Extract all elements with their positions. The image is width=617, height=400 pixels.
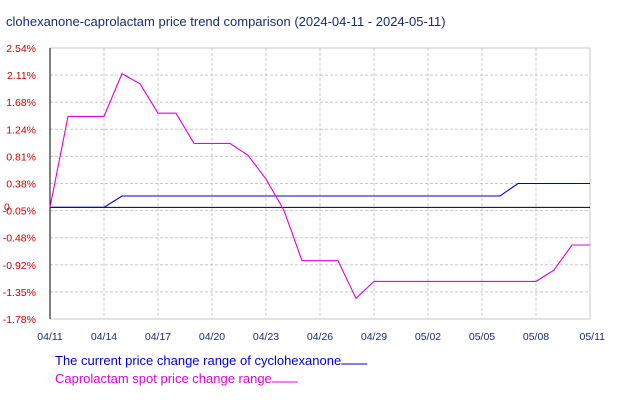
y-tick-label: 0.81% [6,151,36,163]
y-tick-label: -0.05% [3,206,36,218]
legend-entry-caprolactam: Caprolactam spot price change range [55,371,272,386]
y-tick-label: -1.78% [3,314,36,326]
y-tick-label: 2.54% [6,43,36,55]
x-tick-label: 04/11 [37,331,63,343]
x-tick-label: 04/29 [361,331,387,343]
x-tick-label: 05/05 [469,331,495,343]
legend: The current price change range of cycloh… [55,353,368,386]
y-zero-label: 0 [4,201,10,213]
x-tick-label: 05/08 [523,331,549,343]
x-tick-label: 04/23 [253,331,279,343]
series-layer [49,72,590,300]
y-tick-label: -0.92% [3,260,36,272]
x-tick-label: 05/11 [580,331,606,343]
x-tick-label: 04/26 [307,331,333,343]
grid-layer [50,48,590,319]
cyclohexanone-series-line [50,182,590,208]
legend-entry-cyclohexanone: The current price change range of cycloh… [55,353,341,368]
y-tick-label: 2.11% [7,70,36,82]
y-tick-label: -0.48% [3,233,36,245]
chart-title: clohexanone-caprolactam price trend comp… [6,14,446,29]
x-tick-label: 04/14 [91,331,117,343]
y-tick-label: -1.35% [3,287,36,299]
y-tick-label: 1.68% [6,97,36,109]
x-tick-label: 05/02 [415,331,441,343]
y-tick-labels: 2.54% 2.11% 1.68% 1.24% 0.81% 0.38% -0.05% -0.4… [3,43,36,326]
x-tick-labels: 04/11 04/14 04/17 04/20 04/23 04/26 04/29 05/02… [37,331,605,343]
y-tick-label: 1.24% [6,124,36,136]
y-tick-label: 0.38% [6,179,36,191]
x-tick-label: 04/20 [199,331,225,343]
caprolactam-series-line [49,72,590,300]
x-tick-label: 04/17 [145,331,171,343]
